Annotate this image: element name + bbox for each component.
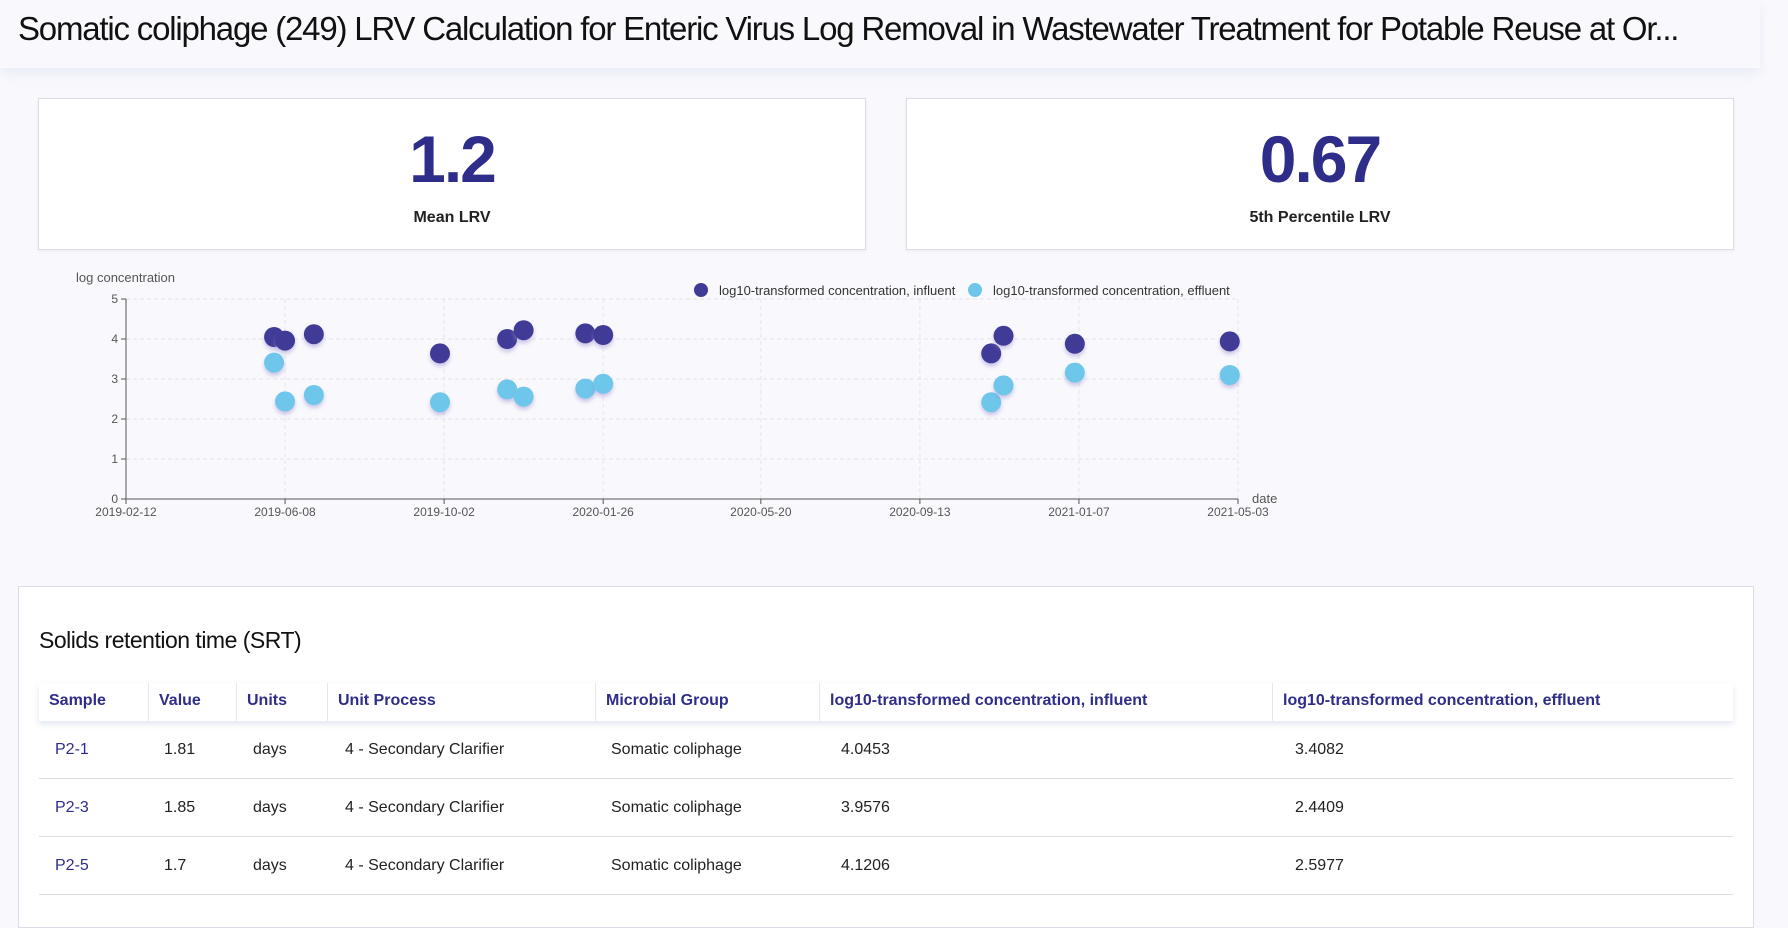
x-tick-label: 2020-09-13 (889, 505, 951, 519)
y-tick-label: 0 (111, 492, 118, 506)
col-microbial-group[interactable]: Microbial Group (595, 683, 819, 721)
cell-effluent: 2.5977 (1295, 857, 1344, 874)
cell-effluent: 2.4409 (1295, 799, 1344, 816)
cell-microbial-group: Somatic coliphage (611, 799, 742, 816)
chart-legend[interactable]: log10-transformed concentration, influen… (694, 283, 1230, 298)
legend-influent-marker (694, 283, 708, 297)
effluent-point (513, 386, 534, 407)
col-influent[interactable]: log10-transformed concentration, influen… (819, 683, 1272, 721)
cell-units: days (253, 857, 287, 874)
cell-unit-process: 4 - Secondary Clarifier (345, 799, 505, 816)
cell-unit-process: 4 - Secondary Clarifier (345, 741, 505, 758)
influent-point (429, 343, 450, 364)
x-tick-label: 2020-01-26 (572, 505, 634, 519)
col-sample[interactable]: Sample (49, 692, 106, 709)
page-title: Somatic coliphage (249) LRV Calculation … (18, 10, 1679, 47)
table-row[interactable]: P2-5 1.7 days 4 - Secondary Clarifier So… (39, 837, 1733, 895)
mean-lrv-label: Mean LRV (413, 209, 491, 226)
cell-influent: 3.9576 (841, 799, 890, 816)
table-title: Solids retention time (SRT) (39, 627, 302, 653)
x-tick-label: 2019-10-02 (413, 505, 475, 519)
effluent-point (497, 379, 518, 400)
effluent-point (575, 378, 596, 399)
effluent-point (993, 375, 1014, 396)
cell-sample[interactable]: P2-1 (55, 741, 89, 758)
percentile-lrv-value: 0.67 (1259, 122, 1382, 196)
effluent-point (429, 392, 450, 413)
y-tick-label: 1 (111, 452, 118, 466)
col-value[interactable]: Value (148, 683, 236, 721)
influent-point (275, 330, 296, 351)
x-tick-label: 2019-06-08 (254, 505, 316, 519)
effluent-point (264, 352, 285, 373)
y-tick-label: 4 (111, 332, 118, 346)
influent-point (303, 324, 324, 345)
cell-unit-process: 4 - Secondary Clarifier (345, 857, 505, 874)
influent-point (593, 325, 614, 345)
legend-effluent-marker (968, 283, 982, 297)
effluent-point (1064, 362, 1085, 383)
cell-influent: 4.1206 (841, 857, 890, 874)
influent-point (993, 325, 1014, 346)
effluent-point (593, 373, 614, 394)
srt-table-card: Solids retention time (SRT) Sample Value… (18, 586, 1754, 928)
y-tick-label: 2 (111, 412, 118, 426)
cell-value: 1.85 (164, 799, 196, 816)
page-header: Somatic coliphage (249) LRV Calculation … (0, 0, 1760, 68)
cell-influent: 4.0453 (841, 741, 890, 758)
influent-point (513, 320, 534, 341)
y-tick-label: 5 (111, 292, 118, 306)
cell-units: days (253, 799, 287, 816)
cell-value: 1.81 (164, 741, 196, 758)
concentration-scatter-chart: 0 1 2 3 4 5 2019-02-12 2019-06-08 2019-10-02 2020… (76, 270, 1277, 519)
mean-lrv-value: 1.2 (409, 122, 497, 196)
legend-effluent-label: log10-transformed concentration, effluen… (993, 283, 1230, 298)
col-unit-process[interactable]: Unit Process (327, 683, 595, 721)
effluent-point (1219, 365, 1240, 385)
influent-point (497, 329, 518, 349)
mean-lrv-card: 1.2 Mean LRV (38, 98, 866, 250)
influent-point (575, 323, 596, 344)
cell-microbial-group: Somatic coliphage (611, 857, 742, 874)
effluent-point (275, 391, 296, 412)
cell-sample[interactable]: P2-3 (55, 799, 89, 816)
table-row[interactable]: P2-1 1.81 days 4 - Secondary Clarifier S… (39, 721, 1733, 779)
cell-microbial-group: Somatic coliphage (611, 741, 742, 758)
x-tick-label: 2019-02-12 (95, 505, 157, 519)
table-row[interactable]: P2-3 1.85 days 4 - Secondary Clarifier S… (39, 779, 1733, 837)
chart-axes: 0 1 2 3 4 5 2019-02-12 2019-06-08 2019-10-02 2020… (95, 292, 1269, 519)
effluent-point (981, 392, 1002, 413)
influent-point (981, 343, 1002, 364)
col-effluent[interactable]: log10-transformed concentration, effluen… (1272, 683, 1733, 721)
table-header: Sample Value Units Unit Process Microbia… (39, 683, 1733, 721)
percentile-lrv-card: 0.67 5th Percentile LRV (906, 98, 1734, 250)
cell-units: days (253, 741, 287, 758)
effluent-point (303, 385, 324, 405)
cell-sample[interactable]: P2-5 (55, 857, 89, 874)
percentile-lrv-label: 5th Percentile LRV (1249, 209, 1391, 226)
cell-effluent: 3.4082 (1295, 741, 1344, 758)
influent-point (1064, 333, 1085, 354)
srt-table: Sample Value Units Unit Process Microbia… (39, 683, 1733, 895)
influent-point (1219, 331, 1240, 352)
col-units[interactable]: Units (236, 683, 327, 721)
x-tick-label: 2020-05-20 (730, 505, 792, 519)
x-tick-label: 2021-05-03 (1207, 505, 1269, 519)
y-tick-label: 3 (111, 372, 118, 386)
legend-influent-label: log10-transformed concentration, influen… (719, 283, 956, 298)
y-axis-label: log concentration (76, 270, 175, 285)
chart-points (264, 320, 1240, 413)
x-axis-label: date (1252, 491, 1277, 506)
cell-value: 1.7 (164, 857, 187, 874)
x-tick-label: 2021-01-07 (1048, 505, 1110, 519)
